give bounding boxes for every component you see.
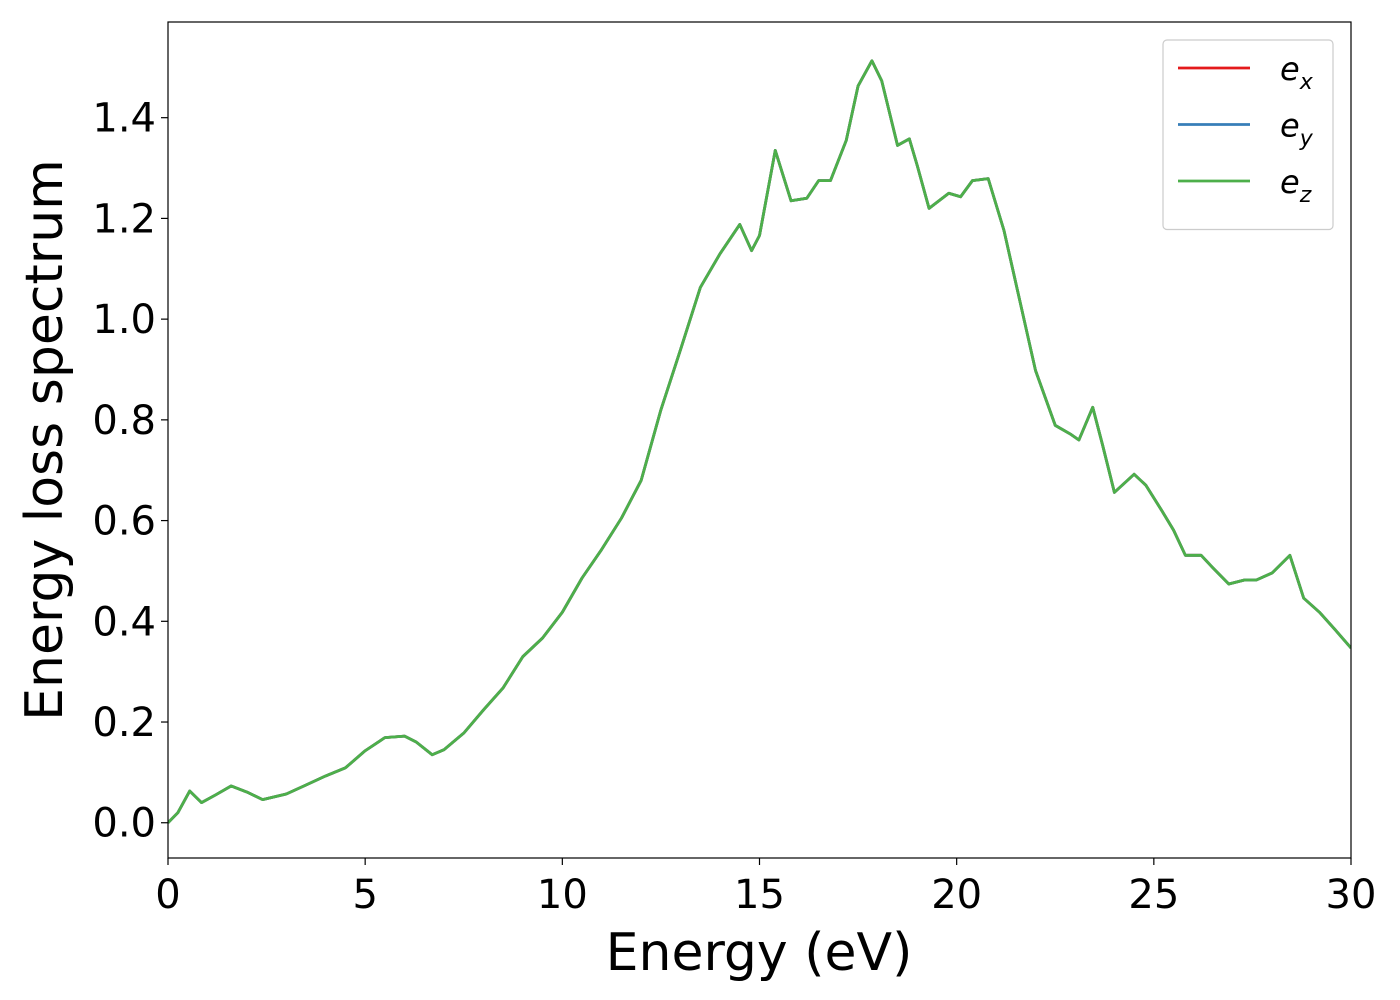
legend-name: e xyxy=(1280,163,1300,201)
y-tick-label: 1.2 xyxy=(92,196,156,242)
x-tick-label: 20 xyxy=(931,872,982,918)
legend-subscript: x xyxy=(1299,70,1314,95)
x-tick-label: 30 xyxy=(1326,872,1377,918)
legend-subscript: z xyxy=(1299,183,1312,208)
y-tick-label: 0.4 xyxy=(92,599,156,645)
x-tick-label: 10 xyxy=(537,872,588,918)
legend-label: ez xyxy=(1280,163,1312,208)
x-tick-label: 15 xyxy=(734,872,785,918)
y-tick-label: 1.4 xyxy=(92,96,156,142)
legend-label: ey xyxy=(1280,107,1314,152)
x-tick-label: 25 xyxy=(1128,872,1179,918)
y-tick-label: 0.2 xyxy=(92,700,156,746)
y-tick-label: 0.6 xyxy=(92,499,156,545)
x-tick-label: 0 xyxy=(155,872,180,918)
legend-name: e xyxy=(1280,107,1300,145)
y-axis-label: Energy loss spectrum xyxy=(15,159,75,721)
plot-frame xyxy=(167,21,1352,859)
y-tick-label: 1.0 xyxy=(92,297,156,343)
legend-name: e xyxy=(1280,50,1300,88)
line-series xyxy=(168,59,1351,824)
y-tick-label: 0.0 xyxy=(92,801,156,847)
legend-label: ex xyxy=(1280,50,1314,95)
x-axis-label: Energy (eV) xyxy=(606,923,913,983)
y-tick-label: 0.8 xyxy=(92,398,156,444)
legend-subscript: y xyxy=(1299,127,1314,152)
x-tick-label: 5 xyxy=(352,872,377,918)
